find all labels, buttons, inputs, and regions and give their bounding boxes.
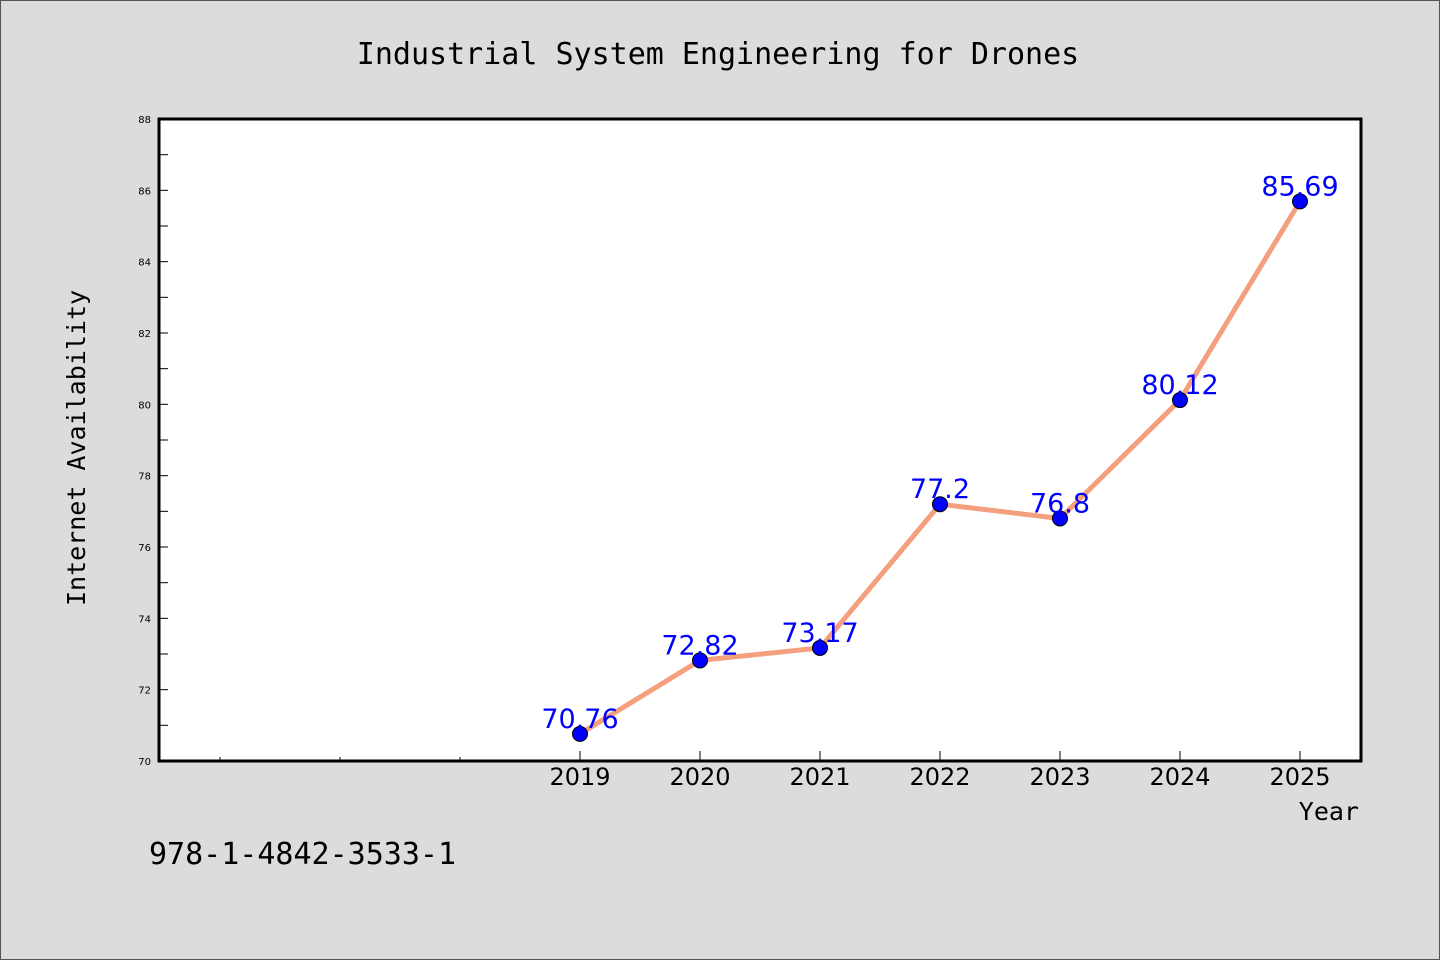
series-internet-availability: 70.76 72.82 73.17 77.2 76.8 80.12 85.69 bbox=[541, 171, 1339, 742]
data-point bbox=[692, 652, 708, 669]
y-tick-label: 74 bbox=[138, 614, 151, 625]
x-tick-label: 2020 bbox=[669, 763, 730, 791]
data-point bbox=[1172, 392, 1188, 409]
x-tick-label: 2023 bbox=[1029, 763, 1090, 791]
data-point bbox=[1292, 193, 1308, 210]
y-axis: 70 72 74 76 78 80 82 84 86 88 bbox=[138, 115, 168, 768]
x-tick-label: 2024 bbox=[1149, 763, 1210, 791]
data-label: 77.2 bbox=[910, 474, 970, 505]
x-tick-label: 2022 bbox=[909, 763, 970, 791]
x-tick-label: 2019 bbox=[549, 763, 610, 791]
data-label: 73.17 bbox=[781, 618, 858, 649]
y-tick-label: 84 bbox=[138, 258, 151, 269]
y-tick-label: 72 bbox=[138, 686, 151, 697]
x-axis: 2019 2020 2021 2022 2023 2024 2025 bbox=[219, 751, 1331, 791]
data-point bbox=[1052, 510, 1068, 527]
data-point bbox=[932, 496, 948, 513]
plot-area bbox=[157, 117, 1363, 763]
data-label: 72.82 bbox=[661, 630, 738, 661]
y-tick-label: 88 bbox=[138, 115, 151, 126]
data-point bbox=[572, 725, 588, 742]
x-tick-label: 2025 bbox=[1269, 763, 1330, 791]
y-tick-label: 78 bbox=[138, 472, 151, 483]
x-tick-label: 2021 bbox=[789, 763, 850, 791]
isbn-footnote: 978-1-4842-3533-1 bbox=[149, 837, 456, 872]
data-label: 76.8 bbox=[1030, 488, 1090, 519]
data-point bbox=[812, 639, 828, 656]
y-axis-label: Internet Availability bbox=[62, 290, 91, 606]
chart-title: Industrial System Engineering for Drones bbox=[357, 37, 1079, 72]
data-label: 85.69 bbox=[1261, 171, 1338, 202]
data-label: 70.76 bbox=[541, 704, 618, 735]
y-tick-label: 70 bbox=[138, 757, 151, 768]
data-label: 80.12 bbox=[1141, 370, 1218, 401]
x-axis-label: Year bbox=[1299, 797, 1359, 826]
y-tick-label: 86 bbox=[138, 186, 151, 197]
y-tick-label: 76 bbox=[138, 543, 151, 554]
y-tick-label: 80 bbox=[138, 400, 151, 411]
y-tick-label: 82 bbox=[138, 329, 151, 340]
